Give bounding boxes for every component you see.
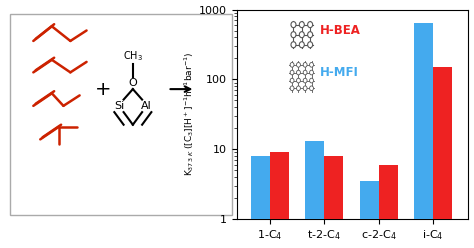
Text: Si: Si (114, 101, 124, 111)
Y-axis label: K$_{373\ K}$ ([C$_3$][H$^+$]$^{-1}$h$^{-1}$bar$^{-1}$): K$_{373\ K}$ ([C$_3$][H$^+$]$^{-1}$h$^{-… (182, 52, 197, 176)
Bar (305, 141, 324, 248)
Bar (270, 152, 289, 248)
Bar (433, 67, 452, 248)
Text: +: + (94, 80, 111, 99)
Text: Al: Al (141, 101, 152, 111)
Bar (324, 156, 343, 248)
Bar (360, 181, 379, 248)
Bar (414, 23, 433, 248)
Bar (251, 156, 270, 248)
Text: O: O (128, 78, 137, 88)
Bar (379, 165, 398, 248)
Text: CH$_3$: CH$_3$ (123, 49, 143, 62)
Bar (10, 14, 232, 215)
Text: H-MFI: H-MFI (320, 66, 359, 79)
Text: H-BEA: H-BEA (320, 24, 361, 37)
